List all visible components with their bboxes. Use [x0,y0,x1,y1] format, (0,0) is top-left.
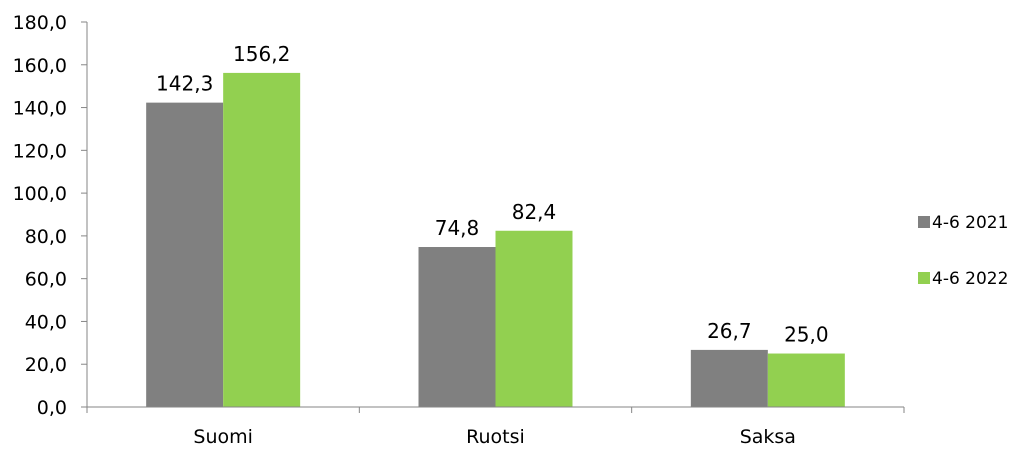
bar-suomi-series-1 [146,102,224,407]
category-label: Suomi [193,426,253,448]
y-tick-label: 140,0 [13,98,67,120]
data-label: 82,4 [512,200,557,224]
y-tick-label: 20,0 [25,354,67,376]
data-label: 142,3 [156,72,213,96]
legend-swatch [918,272,930,284]
y-tick-label: 60,0 [25,269,67,291]
y-tick-label: 100,0 [13,183,67,205]
y-axis: 0,0 20,0 40,0 60,0 80,0 100,0 120,0 140,0 160,0 1… [13,12,88,419]
data-label: 26,7 [707,319,752,343]
legend-label: 4-6 2021 [932,213,1008,233]
bar-saksa-series-1 [690,349,768,407]
y-tick-label: 0,0 [37,397,67,419]
category-label: Saksa [740,426,796,448]
legend: 4-6 2021 4-6 2022 [918,213,1008,289]
data-label: 25,0 [784,323,829,347]
data-label: 74,8 [435,216,480,240]
bar-suomi-series-2 [223,72,301,408]
legend-swatch [918,216,930,228]
data-label: 156,2 [233,42,290,66]
bar-saksa-series-2 [767,353,845,407]
y-tick-label: 120,0 [13,140,67,162]
category-label: Ruotsi [466,426,525,448]
y-tick-label: 180,0 [13,12,67,34]
bar-ruotsi-series-2 [495,230,573,407]
bars: 142,3 156,2 74,8 82,4 26,7 25,0 [146,42,845,408]
y-tick-label: 160,0 [13,55,67,77]
y-tick-label: 40,0 [25,311,67,333]
x-axis: Suomi Ruotsi Saksa [86,406,905,448]
bar-ruotsi-series-1 [418,247,496,407]
legend-label: 4-6 2022 [932,269,1008,289]
y-tick-label: 80,0 [25,226,67,248]
